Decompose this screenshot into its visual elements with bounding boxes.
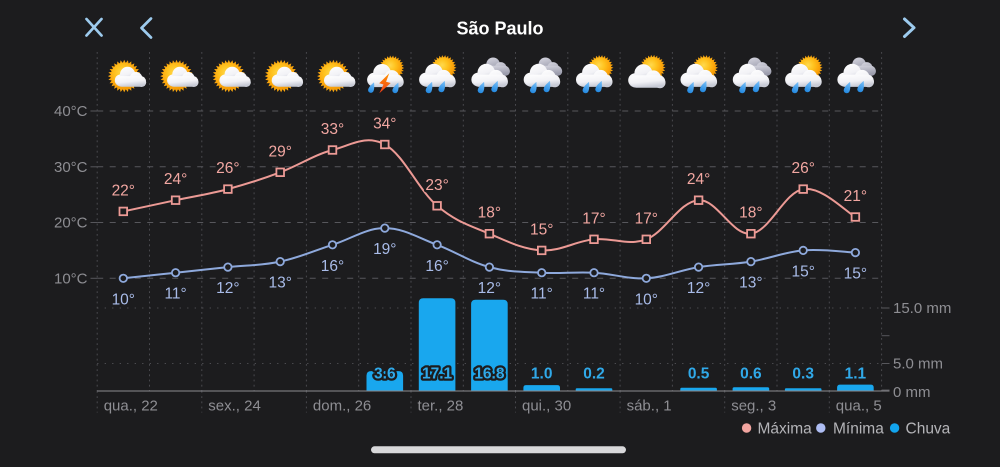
svg-text:1.0: 1.0 (531, 366, 553, 383)
svg-text:12°: 12° (687, 280, 710, 297)
svg-text:5.0 mm: 5.0 mm (893, 356, 943, 373)
svg-text:18°: 18° (478, 205, 501, 222)
svg-text:24°: 24° (687, 171, 710, 188)
svg-text:19°: 19° (373, 241, 396, 258)
svg-text:40°C: 40°C (54, 103, 88, 120)
svg-text:qua., 22: qua., 22 (104, 397, 158, 414)
svg-text:17.1: 17.1 (422, 366, 453, 383)
svg-text:Mínima: Mínima (833, 420, 884, 437)
svg-text:qua., 5: qua., 5 (836, 397, 882, 414)
svg-text:Chuva: Chuva (906, 420, 951, 437)
svg-text:17°: 17° (582, 210, 605, 227)
svg-text:34°: 34° (373, 116, 396, 133)
svg-text:13°: 13° (739, 275, 762, 292)
svg-text:seg., 3: seg., 3 (731, 397, 776, 414)
svg-text:3.6: 3.6 (374, 366, 396, 383)
svg-text:33°: 33° (321, 121, 344, 138)
svg-text:15°: 15° (791, 263, 814, 280)
svg-text:dom., 26: dom., 26 (313, 397, 371, 414)
svg-text:30°C: 30°C (54, 159, 88, 176)
svg-text:1.1: 1.1 (845, 366, 867, 383)
svg-text:17°: 17° (635, 210, 658, 227)
svg-text:0.2: 0.2 (583, 366, 605, 383)
svg-text:24°: 24° (164, 171, 187, 188)
svg-text:15°: 15° (530, 221, 553, 238)
svg-text:18°: 18° (739, 205, 762, 222)
svg-text:29°: 29° (268, 143, 291, 160)
svg-text:23°: 23° (425, 177, 448, 194)
svg-text:10°: 10° (635, 291, 658, 308)
svg-text:16°: 16° (321, 258, 344, 275)
svg-text:16°: 16° (425, 258, 448, 275)
svg-text:11°: 11° (164, 286, 186, 303)
svg-text:13°: 13° (268, 275, 291, 292)
svg-text:0 mm: 0 mm (893, 384, 931, 401)
svg-text:0.3: 0.3 (792, 366, 814, 383)
svg-text:10°: 10° (112, 291, 135, 308)
svg-text:12°: 12° (216, 280, 239, 297)
svg-text:qui., 30: qui., 30 (522, 397, 571, 414)
svg-text:12°: 12° (478, 280, 501, 297)
svg-text:20°C: 20°C (54, 215, 88, 232)
svg-text:26°: 26° (791, 160, 814, 177)
svg-text:21°: 21° (844, 188, 867, 205)
svg-text:26°: 26° (216, 160, 239, 177)
svg-text:São Paulo: São Paulo (456, 19, 543, 39)
svg-text:15°: 15° (844, 266, 867, 283)
svg-text:0.6: 0.6 (740, 366, 762, 383)
svg-text:0.5: 0.5 (688, 366, 710, 383)
svg-text:10°C: 10°C (54, 271, 88, 288)
svg-text:22°: 22° (112, 182, 135, 199)
svg-text:sex., 24: sex., 24 (208, 397, 261, 414)
svg-text:Máxima: Máxima (758, 420, 813, 437)
svg-text:sáb., 1: sáb., 1 (627, 397, 672, 414)
svg-text:ter., 28: ter., 28 (418, 397, 464, 414)
svg-text:15.0 mm: 15.0 mm (893, 300, 951, 317)
svg-text:16.8: 16.8 (474, 366, 505, 383)
svg-text:11°: 11° (583, 286, 605, 303)
svg-text:11°: 11° (531, 286, 553, 303)
